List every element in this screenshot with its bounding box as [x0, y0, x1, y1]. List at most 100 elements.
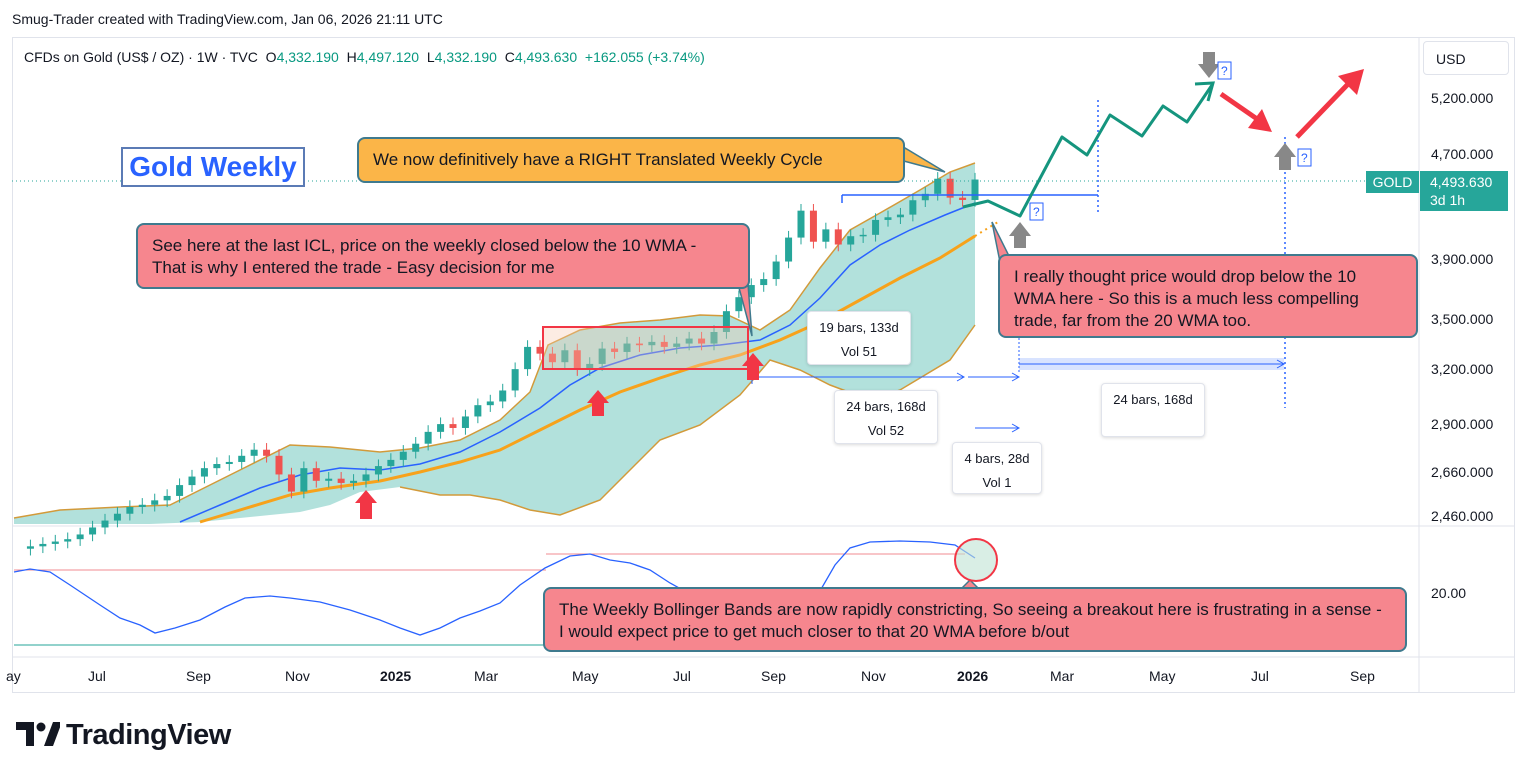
tradingview-wordmark: TradingView [66, 719, 231, 751]
x-tick-label: Mar [1050, 668, 1075, 684]
candle-body [971, 179, 979, 200]
candle-body [623, 343, 631, 352]
candle-body [387, 459, 395, 467]
candle-body [735, 297, 743, 312]
gray-up-arrow-2 [1274, 143, 1296, 170]
candle-body [325, 478, 333, 481]
candle-body [51, 541, 59, 544]
candle-body [586, 363, 594, 370]
x-tick-label: 2025 [380, 668, 412, 684]
candle-body [872, 219, 880, 235]
measure-info-2: 24 bars, 168d Vol 52 [834, 390, 938, 444]
measure-info-4: 24 bars, 168d [1101, 383, 1205, 437]
candle-body [698, 338, 706, 344]
candle-body [561, 350, 569, 363]
callout-last-icl: See here at the last ICL, price on the w… [136, 223, 750, 289]
x-tick-label: Nov [285, 668, 310, 684]
close-label: C [504, 49, 515, 65]
last-price-tag: 4,493.630 3d 1h [1420, 171, 1508, 211]
candle-body [300, 468, 308, 492]
red-up-arrow-3 [742, 353, 764, 380]
candle-body [312, 468, 320, 481]
y-tick-label: 5,200.000 [1431, 90, 1494, 106]
projection-arrowhead [1194, 81, 1216, 102]
osc-tick: 20.00 [1431, 585, 1467, 601]
chart-title-box: Gold Weekly [121, 147, 305, 187]
measure-1-bars: 19 bars, 133d [819, 320, 899, 335]
red-arrow-down-head [1248, 109, 1272, 132]
x-tick-label: Mar [474, 668, 499, 684]
candle-body [263, 449, 271, 456]
measure-arrow-3-head [1011, 372, 1021, 382]
wma-20-extension [974, 221, 999, 237]
candle-body [648, 341, 656, 346]
low-label: L [426, 49, 435, 65]
change-value: +162.055 (+3.74%) [584, 49, 705, 65]
candle-body [151, 500, 159, 505]
y-tick-label: 3,900.000 [1431, 250, 1494, 267]
candle-body [834, 229, 842, 245]
candle-body [524, 346, 532, 370]
measure-3-vol: Vol 1 [982, 475, 1012, 490]
measure-arrow-1-head [956, 372, 966, 382]
measure-2-vol: Vol 52 [867, 423, 905, 438]
gray-down-arrow [1198, 52, 1220, 78]
candle-body [26, 546, 34, 549]
high-value: 4,497.120 [356, 49, 420, 65]
last-price: 4,493.630 [1430, 174, 1493, 190]
candle-body [673, 343, 681, 347]
candle-body [188, 476, 196, 486]
measure-arrow-4-head [1276, 359, 1286, 369]
candle-body [213, 464, 221, 469]
candle-body [934, 178, 942, 194]
x-tick-label: ay [6, 668, 21, 684]
candle-body [822, 229, 830, 242]
candle-body [785, 237, 793, 262]
x-tick-label: Sep [186, 668, 211, 684]
candle-body [772, 261, 780, 280]
candle-body [760, 279, 768, 286]
callout-drop-below: I really thought price would drop below … [998, 254, 1418, 338]
x-tick-label: Jul [88, 668, 106, 684]
candle-body [163, 495, 171, 501]
candle-body [225, 461, 233, 465]
candle-body [896, 214, 904, 218]
x-tick-label: Jul [1251, 668, 1269, 684]
candle-body [598, 348, 606, 364]
oscillator-highlight-circle [954, 538, 998, 582]
symbol-name: CFDs on Gold (US$ / OZ) · 1W · TVC [24, 49, 258, 65]
y-tick-label: 2,900.000 [1431, 416, 1494, 433]
callout-right-translated: We now definitively have a RIGHT Transla… [357, 137, 905, 183]
candle-body [710, 332, 718, 344]
measure-4-bars: 24 bars, 168d [1113, 392, 1193, 407]
question-box-2 [1297, 148, 1312, 167]
currency-selector[interactable]: USD [1423, 41, 1509, 75]
chart-credit: Smug-Trader created with TradingView.com… [12, 11, 443, 27]
callout-bollinger: The Weekly Bollinger Bands are now rapid… [543, 587, 1407, 652]
candle-body [362, 474, 370, 481]
symbol-legend[interactable]: CFDs on Gold (US$ / OZ) · 1W · TVC O4,33… [24, 49, 705, 65]
candle-body [573, 350, 581, 370]
candle-body [499, 390, 507, 402]
red-arrow-up-line [1295, 80, 1352, 139]
question-box-3 [1217, 61, 1232, 80]
candle-body [859, 234, 867, 237]
red-arrow-up-head [1338, 69, 1364, 95]
gray-up-arrow-1 [1009, 222, 1031, 248]
candle-body [424, 431, 432, 444]
candle-body [89, 527, 97, 535]
candle-body [884, 217, 892, 220]
candle-body [176, 485, 184, 496]
candle-body [76, 534, 84, 540]
candle-body [350, 480, 358, 483]
question-mark-1: ? [1033, 205, 1040, 219]
x-tick-label: Nov [861, 668, 886, 684]
symbol-price-tag: GOLD [1366, 171, 1419, 193]
candle-body [461, 416, 469, 428]
x-tick-label: Jul [673, 668, 691, 684]
candle-body [511, 369, 519, 391]
close-value: 4,493.630 [514, 49, 578, 65]
question-mark-3: ? [1221, 64, 1228, 78]
candle-body [126, 506, 134, 514]
